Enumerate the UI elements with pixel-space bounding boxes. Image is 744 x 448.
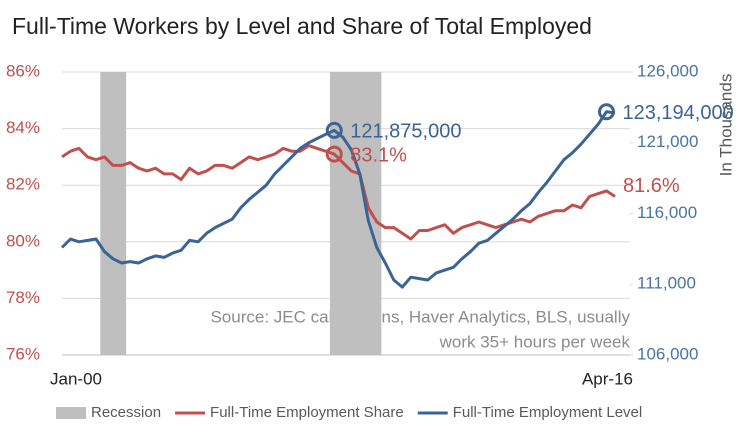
chart-title: Full-Time Workers by Level and Share of … [12,13,592,39]
label-marker [325,145,343,163]
y-tick-label: 78% [6,288,40,307]
recession-bar [100,72,110,355]
y2-tick-label: 121,000 [637,132,698,151]
recession-bar [338,72,348,355]
recession-bar [372,72,382,355]
y-tick-label: 76% [6,344,40,363]
y2-tick-label: 111,000 [637,274,696,293]
x-tick-label: Jan-00 [50,369,102,388]
data-label: 81.6% [623,175,680,197]
y-tick-label: 80% [6,231,40,250]
legend-label: Full-Time Employment Level [453,404,643,421]
label-marker [325,121,343,139]
y-tick-label: 86% [6,61,40,80]
source-note: work 35+ hours per week [439,332,631,351]
y2-axis-title: In Thousands [716,74,735,177]
y2-tick-label: 106,000 [637,344,698,363]
source-note: Source: JEC calculations, Haver Analytic… [210,307,630,326]
series-line [60,110,616,289]
y2-tick-label: 116,000 [637,203,697,222]
legend-swatch [56,407,86,419]
recession-bar [347,72,356,355]
legend-label: Full-Time Employment Share [210,404,404,421]
recession-bar [117,72,127,355]
x-tick-label: Apr-16 [582,369,633,388]
legend-label: Recession [91,404,161,421]
recession-bar [108,72,118,355]
y2-tick-label: 126,000 [637,61,698,80]
label-marker [597,103,615,121]
y-tick-label: 82% [6,175,40,194]
data-label: 83.1% [350,144,407,166]
recession-bar [329,72,339,355]
data-label: 121,875,000 [350,121,461,143]
y-tick-label: 84% [6,118,40,137]
data-label: 123,194,000 [622,102,733,124]
recession-bar [355,72,365,355]
